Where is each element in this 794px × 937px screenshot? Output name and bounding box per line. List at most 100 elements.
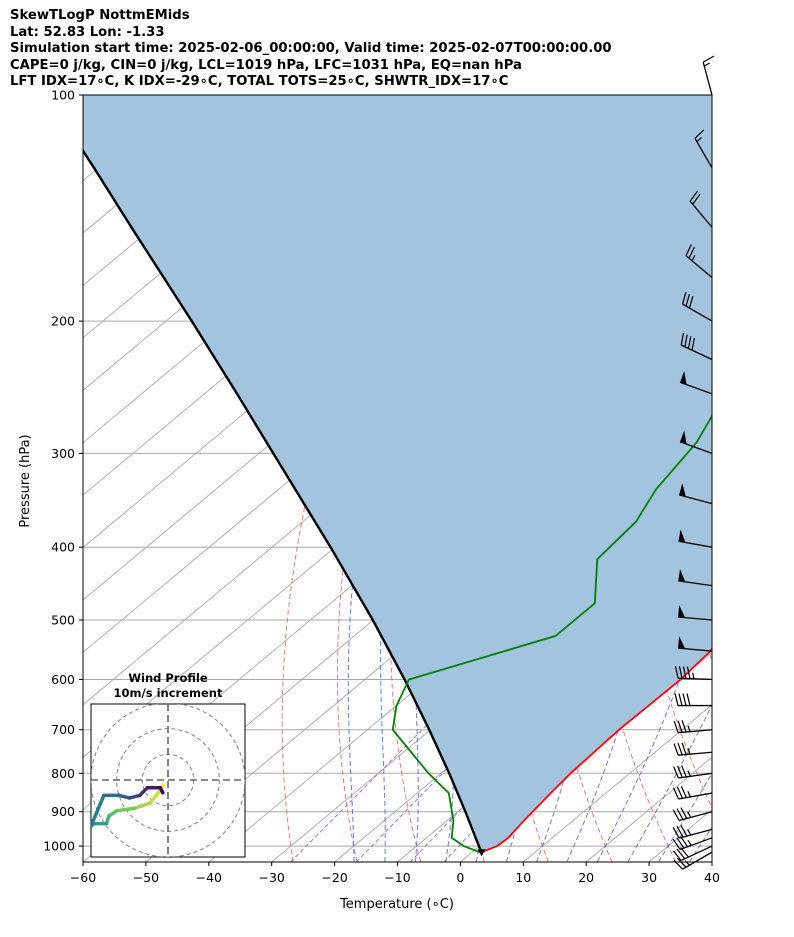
hodograph-segment (148, 788, 163, 805)
x-tick-label: 40 (704, 870, 720, 885)
wind-barb (674, 666, 713, 681)
wind-barb (679, 430, 713, 454)
wind-barb (672, 845, 713, 862)
dry-adiabat (583, 125, 677, 862)
wind-barb (681, 292, 713, 322)
dewpoint-line (391, 414, 712, 854)
hodograph-segment (91, 793, 106, 828)
wind-barb-half-feather (691, 255, 696, 262)
location-line: Lat: 52.83 Lon: -1.33 (10, 24, 165, 40)
wind-barb (673, 765, 713, 779)
hodograph-subtitle: 10m/s increment (114, 686, 223, 700)
x-tick-label: −50 (133, 870, 159, 885)
wind-barb-shaft (679, 837, 713, 851)
wind-barb-pennant (678, 636, 686, 649)
x-tick-label: 10 (515, 870, 531, 885)
wind-barb-shaft (685, 255, 713, 279)
y-tick-label: 900 (51, 804, 75, 819)
chart-header: SkewTLogP NottmEMids Lat: 52.83 Lon: -1.… (10, 8, 790, 91)
y-tick-label: 100 (51, 88, 75, 103)
wind-barb-shaft (702, 61, 713, 96)
wind-barb-shaft (680, 845, 713, 862)
wind-barb-feather (686, 693, 691, 706)
wind-barb (672, 786, 713, 800)
wind-barb (678, 605, 713, 621)
parcel-profile-line (83, 148, 483, 853)
wind-barb (672, 824, 713, 839)
hodograph-segment (127, 793, 142, 800)
wind-barb (694, 129, 713, 169)
wind-barb-feather (681, 720, 687, 733)
wind-barb-shaft (678, 828, 713, 839)
wind-barb-shaft (689, 200, 713, 228)
wind-barb-half-feather (696, 137, 702, 143)
isotherm-line (83, 95, 249, 234)
wind-barb-feather (687, 336, 692, 349)
wind-barb (689, 190, 713, 228)
wind-barb-pennant (679, 483, 686, 497)
cape-line: CAPE=0 j/kg, CIN=0 j/kg, LCL=1019 hPa, L… (10, 57, 522, 73)
wind-barb-shaft (678, 751, 713, 756)
moist-adiabat (596, 561, 712, 862)
y-tick-label: 700 (51, 722, 75, 737)
wind-barb-pennant (678, 569, 686, 582)
wind-barb-feather (673, 859, 683, 870)
hodograph-title: Wind Profile (128, 671, 208, 685)
wind-barb-feather (672, 838, 681, 850)
wind-barb-feather (688, 296, 694, 309)
wind-barb-feather (684, 334, 688, 347)
wind-barb-half-feather (687, 839, 692, 846)
wind-barb-pennant (680, 371, 687, 385)
x-tick-label: −20 (321, 870, 347, 885)
dry-adiabat (754, 126, 794, 862)
wind-barb-shaft (678, 772, 713, 779)
wind-barb-feather (680, 824, 688, 837)
hodograph-segment (132, 801, 152, 810)
wind-barb-pennant (678, 605, 686, 618)
x-tick-label: −30 (259, 870, 285, 885)
wind-barb-feather (694, 129, 705, 139)
wind-barb-feather (682, 666, 687, 679)
wind-barb-shaft (679, 441, 713, 454)
wind-barbs (672, 55, 715, 870)
isotherm-line (271, 494, 712, 862)
plot-layer (83, 95, 794, 862)
y-tick-label: 800 (51, 766, 75, 781)
wind-barb-half-feather (684, 860, 690, 866)
wind-barb-shaft (678, 811, 713, 822)
wind-barb-feather (680, 836, 689, 848)
wind-barb-feather (681, 765, 687, 778)
wind-barb-feather (688, 246, 695, 259)
wind-barb-half-feather (687, 791, 691, 798)
wind-barb-shaft (678, 729, 713, 734)
axes-layer: −60 −50 −40 −30 −20 −10 0 10 20 30 40 100 200 300 400 5… (43, 88, 720, 886)
wind-barb-shaft (678, 616, 713, 621)
wind-barb-half-feather (687, 829, 692, 836)
wind-barb-feather (689, 190, 698, 202)
wind-barb-feather (678, 666, 683, 679)
time-line: Simulation start time: 2025-02-06_00:00:… (10, 41, 612, 56)
wind-barb-feather (686, 666, 691, 679)
wind-barb (678, 483, 713, 505)
wind-barb-half-feather (703, 62, 710, 67)
y-tick-label: 200 (51, 314, 75, 329)
wind-barb-feather (672, 809, 680, 821)
hodograph-segment (138, 785, 150, 798)
x-tick-label: 30 (641, 870, 657, 885)
hodograph-plot (91, 704, 245, 857)
y-tick-label: 300 (51, 446, 75, 461)
y-tick-label: 1000 (43, 839, 75, 854)
wind-barb-feather (673, 766, 679, 779)
wind-barb (673, 851, 713, 870)
x-tick-label: −40 (196, 870, 222, 885)
wind-barb (672, 807, 713, 822)
wind-barb-feather (691, 337, 696, 351)
wind-barb-feather (672, 850, 682, 861)
y-tick-label: 500 (51, 612, 75, 627)
wind-barb-half-feather (687, 725, 691, 732)
wind-barb (680, 332, 713, 361)
wind-barb-feather (674, 666, 679, 679)
wind-barb-feather (676, 826, 684, 838)
